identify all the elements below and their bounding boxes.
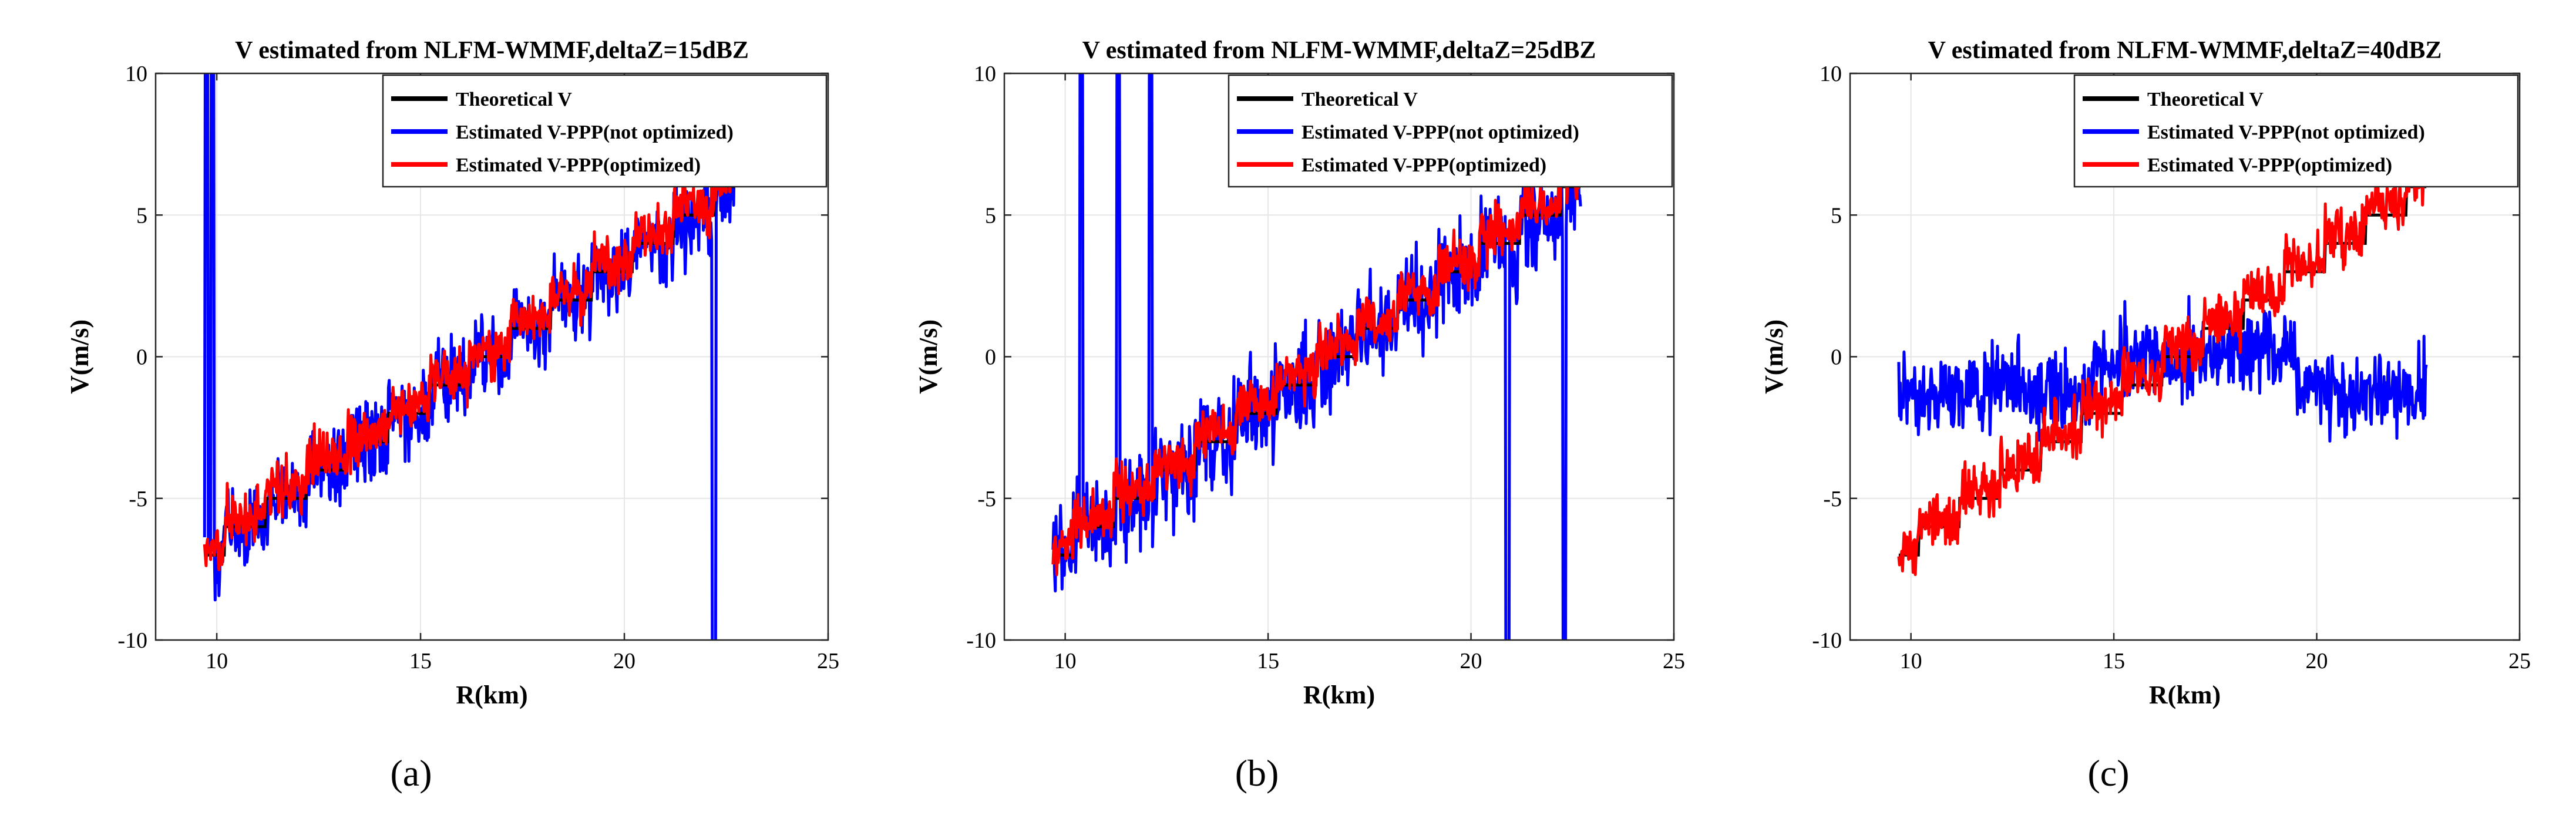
y-tick-label: 10 — [125, 62, 147, 86]
y-tick-label: -5 — [977, 487, 996, 511]
x-tick-label: 20 — [2306, 649, 2328, 673]
x-axis-label: R(km) — [1303, 681, 1375, 709]
x-tick-label: 15 — [409, 649, 432, 673]
legend-box — [382, 74, 828, 188]
y-tick-label: -5 — [1823, 487, 1842, 511]
chart-title: V estimated from NLFM-WMMF,deltaZ=40dBZ — [1928, 37, 2442, 64]
panel-label: (a) — [390, 752, 432, 794]
y-tick-label: 0 — [985, 345, 996, 370]
y-tick-label: 10 — [974, 62, 996, 86]
legend-label: Estimated V-PPP(optimized) — [1302, 154, 1546, 176]
x-axis-label: R(km) — [456, 681, 527, 709]
legend-label: Estimated V-PPP(optimized) — [456, 154, 701, 176]
data-layer — [203, 73, 736, 640]
panel-label: (b) — [1235, 752, 1279, 794]
legend-label: Estimated V-PPP(not optimized) — [456, 122, 734, 143]
x-tick-label: 25 — [1663, 649, 1685, 673]
legend: Theoretical V Estimated V-PPP(not optimiz… — [2073, 74, 2519, 188]
y-axis-label: V(m/s) — [1760, 319, 1788, 394]
x-tick-label: 15 — [2103, 649, 2125, 673]
legend-label: Theoretical V — [2147, 89, 2264, 110]
x-tick-label: 15 — [1257, 649, 1279, 673]
legend-label: Theoretical V — [1302, 89, 1418, 110]
chart-panel-3: 10 15 20 25 -10 -5 0 5 10 V estimated from NLFM-W… — [1760, 37, 2531, 794]
y-tick-label: 0 — [1831, 345, 1842, 370]
y-tick-label: 0 — [136, 345, 147, 370]
legend-label: Estimated V-PPP(optimized) — [2147, 154, 2392, 176]
chart-panel-1: 10 15 20 25 -10 -5 0 5 10 V estimated from NLFM-W… — [65, 37, 839, 794]
x-tick-label: 10 — [1900, 649, 1922, 673]
data-layer — [1897, 139, 2428, 577]
y-tick-label: -10 — [117, 628, 147, 653]
x-tick-label: 10 — [206, 649, 228, 673]
legend-label: Theoretical V — [456, 89, 572, 110]
y-tick-label: -5 — [129, 487, 147, 511]
x-tick-label: 20 — [1460, 649, 1482, 673]
chart-title: V estimated from NLFM-WMMF,deltaZ=15dBZ — [235, 37, 749, 64]
series-line-optimized — [1051, 157, 1582, 577]
x-tick-label: 25 — [817, 649, 839, 673]
y-tick-label: -10 — [1812, 628, 1842, 653]
legend: Theoretical V Estimated V-PPP(not optimiz… — [1228, 74, 1673, 188]
series-line-optimized — [203, 159, 736, 571]
x-axis-label: R(km) — [2149, 681, 2221, 709]
x-tick-label: 20 — [613, 649, 635, 673]
x-tick-label: 10 — [1054, 649, 1077, 673]
legend-label: Estimated V-PPP(not optimized) — [1302, 122, 1579, 143]
y-tick-label: 5 — [136, 203, 147, 228]
y-axis-label: V(m/s) — [65, 319, 94, 394]
data-layer — [1051, 73, 1582, 640]
chart-panel-2: 10 15 20 25 -10 -5 0 5 10 V estimated from NLFM-W… — [914, 37, 1685, 794]
series-line-optimized — [1897, 139, 2428, 577]
panel-label: (c) — [2087, 752, 2129, 794]
x-tick-label: 25 — [2508, 649, 2531, 673]
y-axis-label: V(m/s) — [914, 319, 943, 394]
y-tick-label: -10 — [966, 628, 996, 653]
y-tick-label: 10 — [1820, 62, 1842, 86]
legend-box — [1228, 74, 1673, 188]
legend-box — [2073, 74, 2519, 188]
legend: Theoretical V Estimated V-PPP(not optimiz… — [382, 74, 828, 188]
legend-label: Estimated V-PPP(not optimized) — [2147, 122, 2425, 143]
chart-title: V estimated from NLFM-WMMF,deltaZ=25dBZ — [1082, 37, 1596, 64]
y-tick-label: 5 — [1831, 203, 1842, 228]
y-tick-label: 5 — [985, 203, 996, 228]
